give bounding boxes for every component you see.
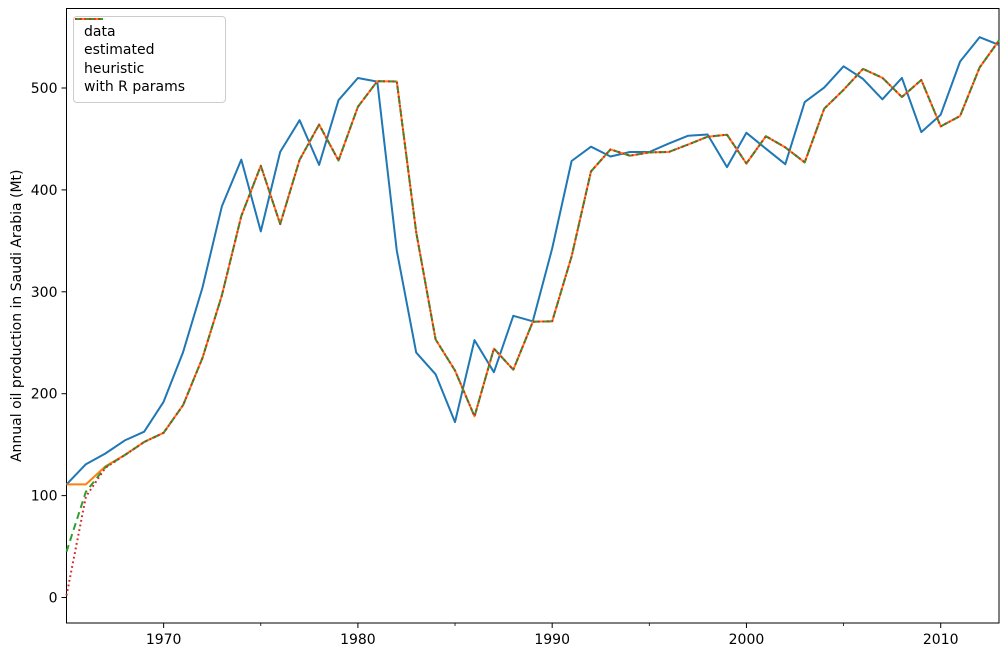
legend-line-sample-with-r-params bbox=[75, 18, 103, 20]
y-tick-label: 200 bbox=[31, 387, 58, 403]
y-tick-label: 400 bbox=[31, 183, 58, 199]
x-tick-label: 2010 bbox=[923, 632, 959, 648]
series-line-data bbox=[65, 36, 1000, 486]
y-axis-label: Annual oil production in Saudi Arabia (M… bbox=[9, 169, 25, 462]
x-tick-label: 2000 bbox=[729, 632, 765, 648]
y-tick-label: 300 bbox=[31, 285, 58, 301]
series-line-heuristic bbox=[65, 39, 1000, 553]
legend-entry-heuristic: heuristic bbox=[75, 18, 219, 77]
y-tick-label: 100 bbox=[31, 489, 58, 505]
legend-line-sample-heuristic bbox=[75, 18, 103, 20]
series-line-with-r-params bbox=[65, 39, 1000, 596]
x-tick-label: 1980 bbox=[340, 632, 376, 648]
y-tick-label: 0 bbox=[49, 591, 58, 607]
legend-label-with-r-params: with R params bbox=[84, 79, 186, 96]
series-line-estimated bbox=[66, 39, 1000, 486]
plot-border bbox=[66, 8, 1000, 624]
legend-label-estimated: estimated bbox=[84, 42, 155, 59]
legend: data estimated heuristic with R params bbox=[73, 16, 226, 103]
y-tick-label: 500 bbox=[31, 81, 58, 97]
legend-entry-data: data bbox=[75, 18, 219, 40]
legend-entry-estimated: estimated bbox=[75, 18, 219, 59]
legend-label-heuristic: heuristic bbox=[84, 60, 145, 77]
x-tick-label: 1970 bbox=[146, 632, 182, 648]
legend-label-data: data bbox=[84, 23, 116, 40]
x-tick-label: 1990 bbox=[534, 632, 570, 648]
legend-entry-with-r-params: with R params bbox=[75, 18, 219, 96]
